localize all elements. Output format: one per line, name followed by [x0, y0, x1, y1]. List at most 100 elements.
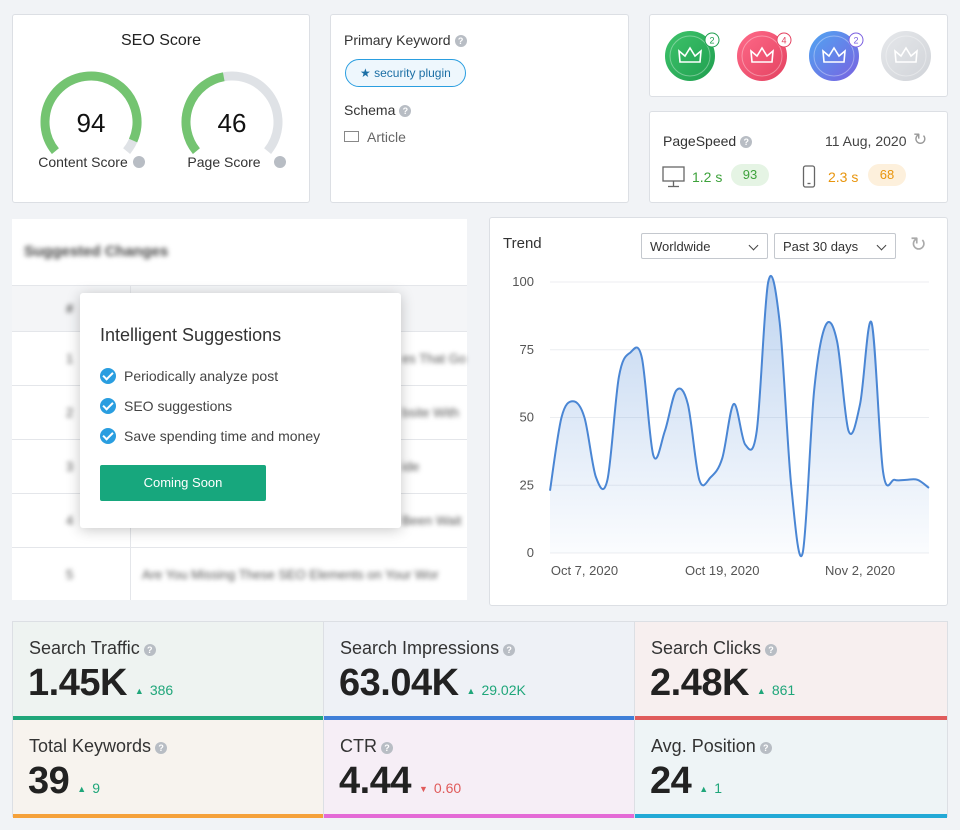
row-text: ide: [402, 459, 420, 474]
row-num: 5: [66, 567, 74, 582]
stat-change-text: 861: [771, 682, 796, 698]
suggestions-popup: Intelligent Suggestions Periodically ana…: [80, 293, 401, 528]
check-icon: [100, 398, 116, 414]
schema-title-text: Schema: [344, 102, 396, 118]
badge-icon: [750, 46, 774, 63]
change-arrow: ▲: [466, 686, 476, 696]
pagespeed-title: PageSpeed?: [663, 133, 753, 149]
score-label: Page Score: [187, 154, 260, 170]
row-num: 2: [66, 405, 74, 420]
stat-change: ▲ 29.02K: [467, 682, 526, 698]
help-icon[interactable]: ?: [381, 742, 393, 754]
change-arrow: ▼: [418, 784, 428, 794]
stat-card: Search Impressions? 63.04K ▲ 29.02K: [324, 622, 635, 720]
help-icon[interactable]: ?: [740, 136, 753, 148]
row-num: 4: [66, 513, 74, 528]
badge-ring: [669, 35, 711, 77]
stat-bar: [324, 716, 634, 720]
refresh-button[interactable]: ↻: [913, 130, 928, 149]
stat-value-text: 1.45K: [28, 662, 127, 704]
badge-count: 4: [781, 36, 786, 46]
reset-button[interactable]: ↻: [910, 234, 927, 256]
badge-ring: [813, 35, 855, 77]
popup-title: Intelligent Suggestions: [100, 325, 282, 345]
help-icon[interactable]: ?: [155, 742, 168, 754]
row-text: Are You Missing These SEO Elements on Yo…: [142, 567, 439, 582]
check-icon: [100, 368, 116, 384]
row-border: [12, 547, 467, 548]
row-text: bsite With: [402, 405, 460, 420]
stat-change: ▲ 861: [757, 682, 795, 698]
stat-card: Avg. Position? 24 ▲ 1: [635, 720, 947, 818]
score-value: 94: [77, 108, 106, 138]
schema-title: Schema?: [344, 102, 412, 118]
row-num: 3: [66, 459, 74, 474]
score-label: Content Score: [38, 154, 128, 170]
stat-label-text: Total Keywords: [29, 736, 152, 756]
stat-change: ▲ 386: [135, 682, 173, 698]
keyword-title-text: Primary Keyword: [344, 32, 451, 48]
stat-card: Search Traffic? 1.45K ▲ 386: [13, 622, 324, 720]
stat-label-text: Search Impressions: [340, 638, 500, 658]
keyword-title: Primary Keyword?: [344, 32, 467, 48]
stat-change-text: 1: [714, 780, 722, 796]
help-icon[interactable]: ?: [503, 644, 516, 656]
change-arrow: ▲: [134, 686, 144, 696]
help-icon[interactable]: ?: [454, 35, 467, 47]
badge: [663, 29, 717, 83]
stat-label: CTR?: [340, 736, 393, 757]
help-icon[interactable]: ?: [399, 105, 412, 117]
y-tick-label: 50: [520, 410, 534, 425]
region-select[interactable]: Worldwide: [641, 233, 768, 259]
stat-card: Total Keywords? 39 ▲ 9: [13, 720, 324, 818]
stat-value: 24 ▲ 1: [650, 760, 722, 803]
badge-count-bg: [776, 32, 792, 48]
y-tick-label: 100: [512, 274, 534, 289]
stat-value: 39 ▲ 9: [28, 760, 100, 803]
badge-icon: [822, 46, 846, 63]
desktop-icon: [662, 166, 685, 188]
score-value: 46: [218, 108, 247, 138]
stat-value: 2.48K ▲ 861: [650, 662, 795, 705]
stat-label: Search Traffic?: [29, 638, 156, 659]
gauge-arc: [181, 72, 225, 154]
keyword-tag[interactable]: ★ security plugin: [345, 59, 466, 87]
pagespeed-card: PageSpeed? 11 Aug, 2020 ↻ 1.2 s 93 2.3 s…: [649, 111, 948, 203]
help-icon: [274, 156, 286, 168]
badge-count: 2: [853, 36, 858, 46]
badge-icon: [894, 46, 918, 63]
desktop-time: 1.2 s: [692, 169, 723, 185]
stat-value: 63.04K ▲ 29.02K: [339, 662, 526, 705]
stat-change: ▲ 1: [699, 780, 722, 796]
stat-card: CTR? 4.44 ▼ 0.60: [324, 720, 635, 818]
keyword-tag-text: security plugin: [374, 66, 451, 80]
gauge-arc: [40, 71, 142, 154]
trend-chart: 0 25 50 75 100 Oct 7, 2020 Oct 19, 2020 Nov 2, …: [512, 274, 930, 578]
x-tick-label: Oct 7, 2020: [551, 563, 618, 578]
trend-card: Trend Worldwide Past 30 days ↻ 0 25 50 75 10…: [489, 217, 948, 606]
change-arrow: ▲: [699, 784, 709, 794]
help-icon[interactable]: ?: [759, 742, 772, 754]
stat-change: ▲ 9: [77, 780, 100, 796]
stat-value-text: 4.44: [339, 760, 411, 802]
badge: [807, 29, 861, 83]
stat-label: Search Clicks?: [651, 638, 778, 659]
checklist-item: SEO suggestions: [100, 398, 232, 414]
y-tick-label: 25: [520, 477, 534, 492]
keyword-card: Primary Keyword? ★ security plugin Schem…: [330, 14, 629, 203]
change-arrow: ▲: [756, 686, 766, 696]
checklist-item: Save spending time and money: [100, 428, 320, 444]
stat-label-text: Search Traffic: [29, 638, 140, 658]
stat-value: 1.45K ▲ 386: [28, 662, 173, 705]
badges: 2 4 2: [663, 29, 933, 83]
stat-value: 4.44 ▼ 0.60: [339, 760, 461, 803]
help-icon[interactable]: ?: [143, 644, 156, 656]
card-title: SEO Score: [120, 32, 202, 49]
period-select[interactable]: Past 30 days: [774, 233, 896, 259]
row-num: 1: [66, 351, 74, 366]
coming-soon-button[interactable]: Coming Soon: [100, 465, 266, 501]
checklist-item: Periodically analyze post: [100, 368, 278, 384]
help-icon[interactable]: ?: [765, 644, 778, 656]
schema-text: Article: [367, 129, 406, 145]
